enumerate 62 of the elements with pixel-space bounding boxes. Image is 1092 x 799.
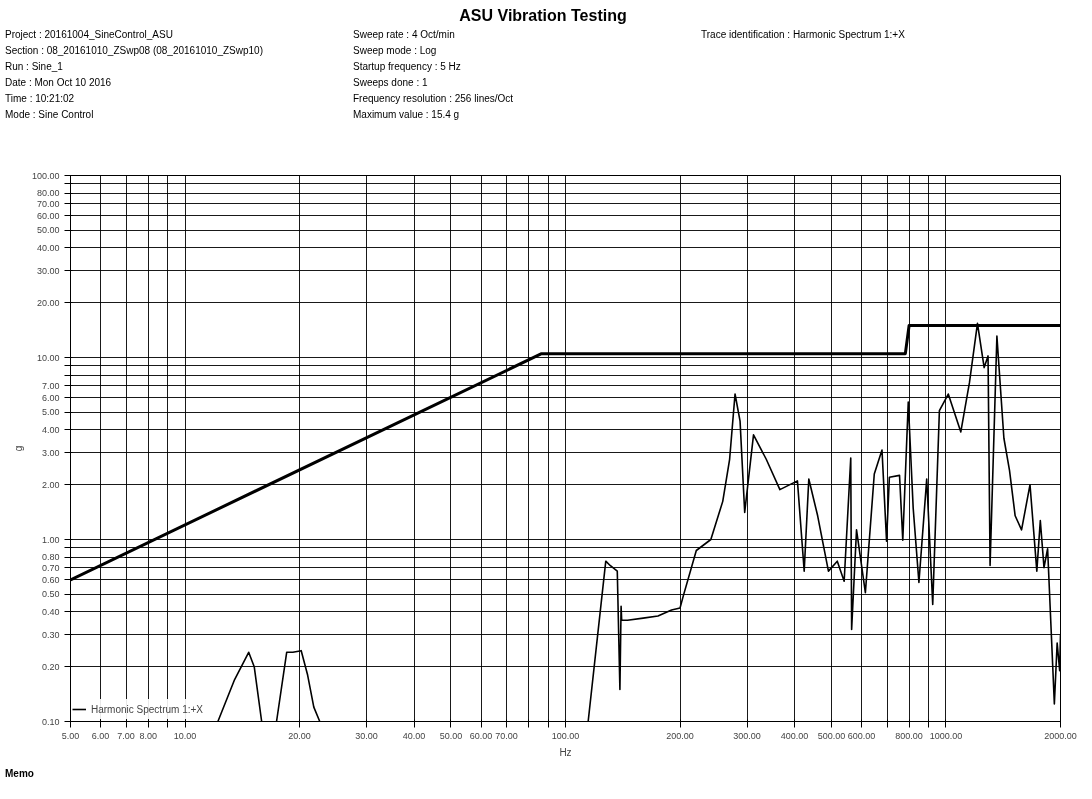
x-axis-title: Hz [559,746,572,758]
y-tick-label: 5.00 [41,407,60,418]
text: Sweeps done : 1 [353,75,429,90]
text: Trace identification : Harmonic Spectrum 1:+X [701,27,906,42]
y-tick-label: 60.00 [36,210,60,221]
text: Date : Mon Oct 10 2016 [5,75,113,90]
x-tick-label: 30.00 [355,730,378,741]
text: Mode : Sine Control [5,107,95,122]
y-tick-label: 2.00 [41,479,60,490]
x-tick-label: 70.00 [495,730,518,741]
y-tick-label: 100.00 [31,170,60,181]
x-tick-label: 200.00 [666,730,694,741]
text: Frequency resolution : 256 lines/Oct [353,91,515,106]
y-tick-label: 70.00 [36,198,60,209]
x-tick-label: 20.00 [288,730,311,741]
text: Project : 20161004_SineControl_ASU [5,27,174,42]
x-tick-label: 60.00 [469,730,493,741]
x-tick-label: 100.00 [551,730,580,741]
y-axis-title: g [12,445,24,452]
x-tick-label: 600.00 [847,730,876,741]
y-tick-label: 0.70 [41,562,60,573]
text: Sweep mode : Log [353,43,438,58]
legend-label: Harmonic Spectrum 1:+X [91,703,203,715]
x-tick-label: 8.00 [139,730,157,741]
text: Sweep rate : 4 Oct/min [353,27,456,42]
y-tick-label: 7.00 [41,380,60,391]
y-tick-label: 0.10 [41,716,60,727]
text: Maximum value : 15.4 g [353,107,461,122]
x-tick-label: 1000.00 [929,730,963,741]
y-tick-label: 0.50 [41,589,60,600]
y-tick-label: 40.00 [36,242,60,253]
y-tick-label: 50.00 [36,225,60,236]
x-tick-label: 800.00 [895,730,923,741]
y-tick-label: 0.40 [41,606,60,617]
y-tick-label: 1.00 [41,534,60,545]
x-tick-label: 300.00 [733,730,761,741]
y-tick-label: 3.00 [41,447,60,458]
text: Run : Sine_1 [5,59,64,74]
x-tick-label: 2000.00 [1044,730,1077,741]
x-tick-label: 7.00 [117,730,135,741]
y-tick-label: 0.30 [41,629,60,640]
chart-title: ASU Vibration Testing [458,6,628,26]
y-tick-label: 0.80 [41,552,60,563]
y-tick-label: 30.00 [36,265,60,276]
x-tick-label: 10.00 [173,730,197,741]
y-tick-label: 4.00 [41,424,60,435]
text: Startup frequency : 5 Hz [353,59,462,74]
x-tick-label: 40.00 [402,730,426,741]
x-tick-label: 6.00 [91,730,110,741]
y-tick-label: 20.00 [36,297,60,308]
y-tick-label: 6.00 [41,392,60,403]
text: Memo [5,767,34,781]
x-tick-label: 500.00 [817,730,846,741]
x-tick-label: 5.00 [61,730,80,741]
y-tick-label: 10.00 [36,352,60,363]
y-tick-label: 80.00 [36,188,60,199]
y-tick-label: 0.60 [41,574,60,585]
x-tick-label: 400.00 [780,730,809,741]
text: Section : 08_20161010_ZSwp08 (08_20161010_ZSwp10) [5,43,264,58]
y-tick-label: 0.20 [41,661,60,672]
text: Time : 10:21:02 [5,91,76,106]
x-tick-label: 50.00 [439,730,463,741]
